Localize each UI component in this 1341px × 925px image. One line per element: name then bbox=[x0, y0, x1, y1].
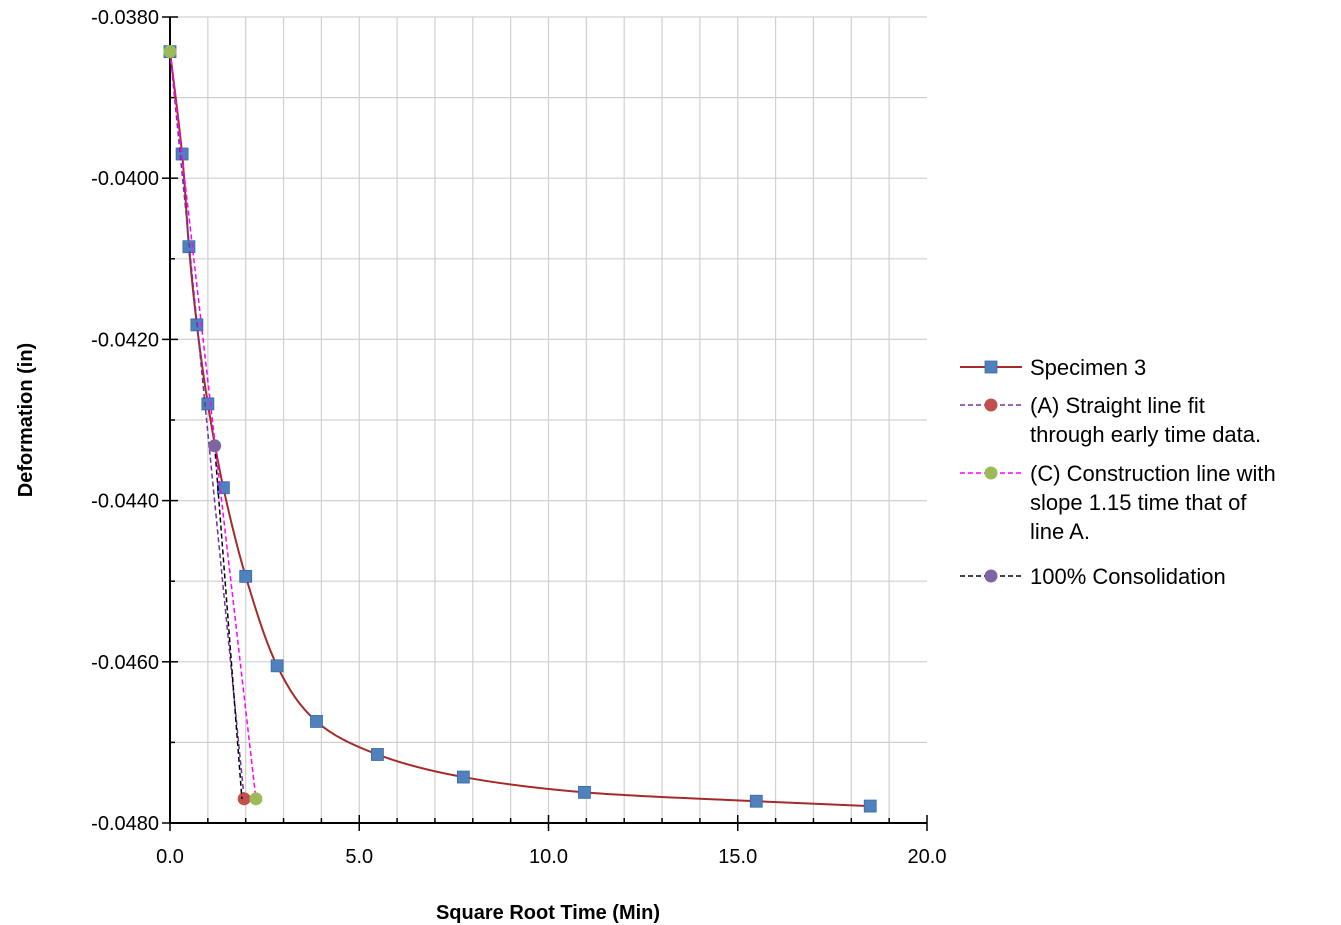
legend-item-specimen-3: Specimen 3 bbox=[960, 355, 1146, 380]
y-tick-label: -0.0460 bbox=[91, 652, 159, 674]
y-axis-title: Deformation (in) bbox=[15, 343, 37, 497]
legend-item-consolidation-100: 100% Consolidation bbox=[960, 564, 1226, 589]
legend-label: (A) Straight line fit through early time … bbox=[1030, 393, 1261, 447]
data-point bbox=[749, 794, 763, 808]
series-layer bbox=[163, 45, 877, 813]
data-point bbox=[371, 748, 384, 761]
series-line-specimen-3 bbox=[169, 51, 871, 808]
data-point bbox=[163, 45, 177, 59]
data-point bbox=[237, 792, 251, 806]
data-point bbox=[456, 770, 470, 784]
legend-item-line-a: (A) Straight line fit through early time … bbox=[960, 393, 1261, 447]
y-tick-label: -0.0380 bbox=[91, 7, 159, 29]
data-point bbox=[239, 569, 253, 583]
series-specimen-3 bbox=[163, 45, 877, 813]
legend-label: Specimen 3 bbox=[1030, 355, 1146, 380]
data-point bbox=[578, 785, 591, 799]
series-consolidation-100 bbox=[208, 439, 243, 799]
series-line-c bbox=[163, 45, 263, 806]
legend-swatch-marker bbox=[984, 569, 998, 583]
data-point bbox=[310, 715, 323, 728]
x-tick-label: 10.0 bbox=[529, 846, 568, 868]
legend-item-line-c: (C) Construction line with slope 1.15 tim… bbox=[960, 461, 1276, 544]
legend-label: 100% Consolidation bbox=[1030, 564, 1226, 589]
grid bbox=[170, 16, 927, 824]
legend-label: (C) Construction line with slope 1.15 tim… bbox=[1030, 461, 1276, 544]
data-point bbox=[249, 792, 263, 806]
legend-swatch-marker bbox=[984, 466, 998, 480]
data-point bbox=[208, 439, 222, 453]
legend: Specimen 3 (A) Straight line fit through e… bbox=[960, 355, 1276, 589]
legend-swatch-marker bbox=[984, 360, 998, 374]
y-tick-label: -0.0480 bbox=[91, 813, 159, 835]
data-point bbox=[201, 397, 215, 411]
data-point bbox=[863, 799, 877, 813]
y-tick-label: -0.0440 bbox=[91, 491, 159, 513]
series-line-consolidation-100 bbox=[213, 445, 243, 799]
x-tick-label: 5.0 bbox=[345, 846, 373, 868]
tick-labels: 0.0 5.0 10.0 15.0 20.0 -0.0380 -0.0400 -0.0420 -… bbox=[91, 7, 946, 868]
axes bbox=[162, 16, 928, 831]
y-tick-label: -0.0420 bbox=[91, 329, 159, 351]
x-axis-title: Square Root Time (Min) bbox=[436, 902, 660, 924]
x-tick-label: 20.0 bbox=[908, 846, 947, 868]
y-tick-label: -0.0400 bbox=[91, 168, 159, 190]
series-line-a bbox=[169, 51, 251, 806]
legend-swatch-marker bbox=[984, 398, 998, 412]
x-tick-label: 15.0 bbox=[718, 846, 757, 868]
series-line-line-c bbox=[169, 51, 257, 799]
data-point bbox=[175, 147, 189, 161]
data-point bbox=[270, 659, 284, 673]
x-tick-label: 0.0 bbox=[156, 846, 184, 868]
series-line-line-a bbox=[169, 51, 245, 799]
